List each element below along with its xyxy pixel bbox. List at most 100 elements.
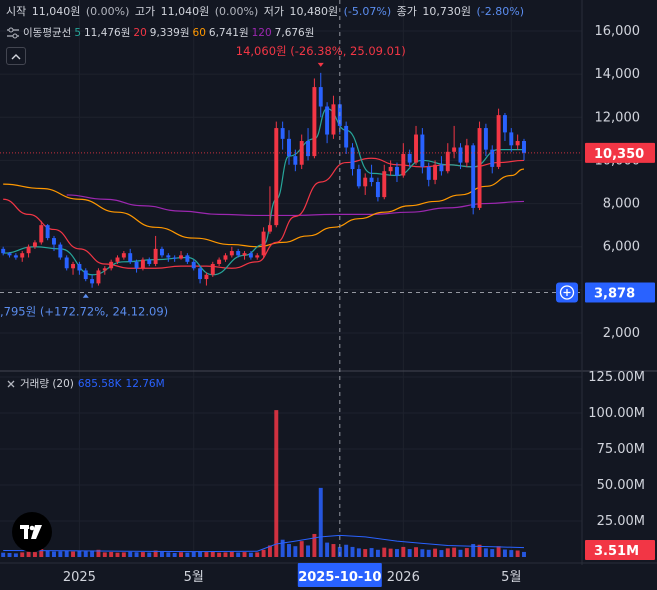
volume-bar <box>96 549 101 557</box>
current-price-tag <box>585 142 655 163</box>
volume-bar <box>420 549 425 557</box>
ma5-value: 11,476원 <box>84 27 131 39</box>
volume-bar <box>71 551 76 557</box>
candle-body <box>280 128 285 139</box>
close-value: 10,730원 <box>422 5 471 18</box>
price-tick-label: 2,000 <box>603 326 640 341</box>
volume-title: 거래량 (20) <box>20 378 74 390</box>
volume-bar <box>395 549 399 557</box>
ma5-period: 5 <box>74 26 81 39</box>
candle <box>185 253 190 264</box>
candle-body <box>90 279 95 284</box>
candle <box>496 108 501 170</box>
collapse-legend-button[interactable] <box>6 47 26 65</box>
candle <box>153 235 158 267</box>
volume-bar <box>331 544 336 557</box>
tradingview-logo[interactable] <box>12 512 52 552</box>
candle <box>433 160 438 185</box>
current-volume-tag-text: 3.51M <box>594 544 639 559</box>
candle <box>7 252 12 258</box>
volume-bar <box>382 547 387 557</box>
ma-legend: 이동평균선 5 11,476원 20 9,339원 60 6,741원 120 … <box>6 25 314 40</box>
crosshair-date-tag-text: 2025-10-10 <box>298 570 381 585</box>
candle <box>179 251 183 260</box>
candle <box>20 251 25 262</box>
candle <box>58 242 63 260</box>
ma-settings-icon[interactable] <box>6 27 20 39</box>
candle <box>522 138 526 161</box>
candle <box>515 134 520 150</box>
candle-body <box>445 151 450 172</box>
volume-bar <box>318 487 323 557</box>
candle <box>299 134 304 170</box>
candle-body <box>77 263 82 271</box>
candle <box>325 102 330 144</box>
candle-body <box>242 253 247 256</box>
volume-tick-label: 25.00M <box>597 514 645 529</box>
candle <box>39 220 44 245</box>
candle <box>356 164 361 189</box>
candle-body <box>502 115 507 133</box>
candle-body <box>312 87 317 157</box>
candle <box>248 251 253 260</box>
candle-body <box>490 149 495 167</box>
candle <box>420 128 425 174</box>
candle-body <box>185 255 190 262</box>
volume-bar <box>242 552 247 557</box>
candle-body <box>299 141 304 165</box>
candle-body <box>458 147 463 163</box>
candle-body <box>287 138 291 157</box>
price-tick-label: 12,000 <box>595 110 641 125</box>
volume-bar <box>312 533 317 557</box>
close-pct: (-2.80%) <box>476 5 525 18</box>
volume-bar <box>147 552 152 557</box>
volume-bar <box>204 552 209 557</box>
candle <box>13 253 18 260</box>
volume-bar <box>39 549 44 557</box>
volume-bar <box>407 549 412 557</box>
candle-body <box>515 141 520 146</box>
price-tick-label: 14,000 <box>595 67 641 82</box>
volume-bar <box>401 546 406 557</box>
volume-bar <box>299 541 304 557</box>
volume-bar <box>267 545 272 557</box>
candle <box>369 164 374 187</box>
candle-body <box>166 255 171 258</box>
candle-body <box>344 125 349 148</box>
candle-body <box>274 128 279 226</box>
close-label: 종가 <box>396 5 417 18</box>
volume-bar <box>134 552 139 557</box>
candle-body <box>109 261 114 269</box>
candle-body <box>45 225 50 239</box>
price-tick-label: 6,000 <box>603 240 640 255</box>
candle-body <box>172 257 177 259</box>
candle-body <box>293 156 298 165</box>
candle-body <box>261 231 266 256</box>
candle-body <box>210 263 215 275</box>
high-value: 11,040원 <box>160 5 210 18</box>
volume-tick-label: 75.00M <box>597 442 645 457</box>
candle-body <box>198 268 203 280</box>
candle-body <box>420 134 425 167</box>
candle-body <box>452 147 457 152</box>
volume-bar <box>90 550 95 557</box>
volume-bar <box>1 552 6 557</box>
volume-bar <box>337 546 342 557</box>
candle <box>159 246 164 258</box>
volume-legend: 거래량 (20) 685.58K 12.76M <box>6 376 165 391</box>
candle-body <box>153 248 158 264</box>
time-tick-label: 5월 <box>184 570 204 585</box>
open-pct: (0.00%) <box>85 5 130 18</box>
candle <box>382 164 387 200</box>
volume-bars <box>1 410 526 557</box>
candle <box>344 121 349 154</box>
volume-collapse-icon[interactable] <box>6 379 16 389</box>
volume-bar <box>140 552 145 557</box>
volume-bar <box>274 410 279 557</box>
add-alert-button[interactable] <box>556 282 578 303</box>
candle <box>198 266 203 284</box>
candle <box>280 121 285 150</box>
volume-bar <box>83 551 88 557</box>
current-price-tag-text: 10,350 <box>594 147 644 162</box>
